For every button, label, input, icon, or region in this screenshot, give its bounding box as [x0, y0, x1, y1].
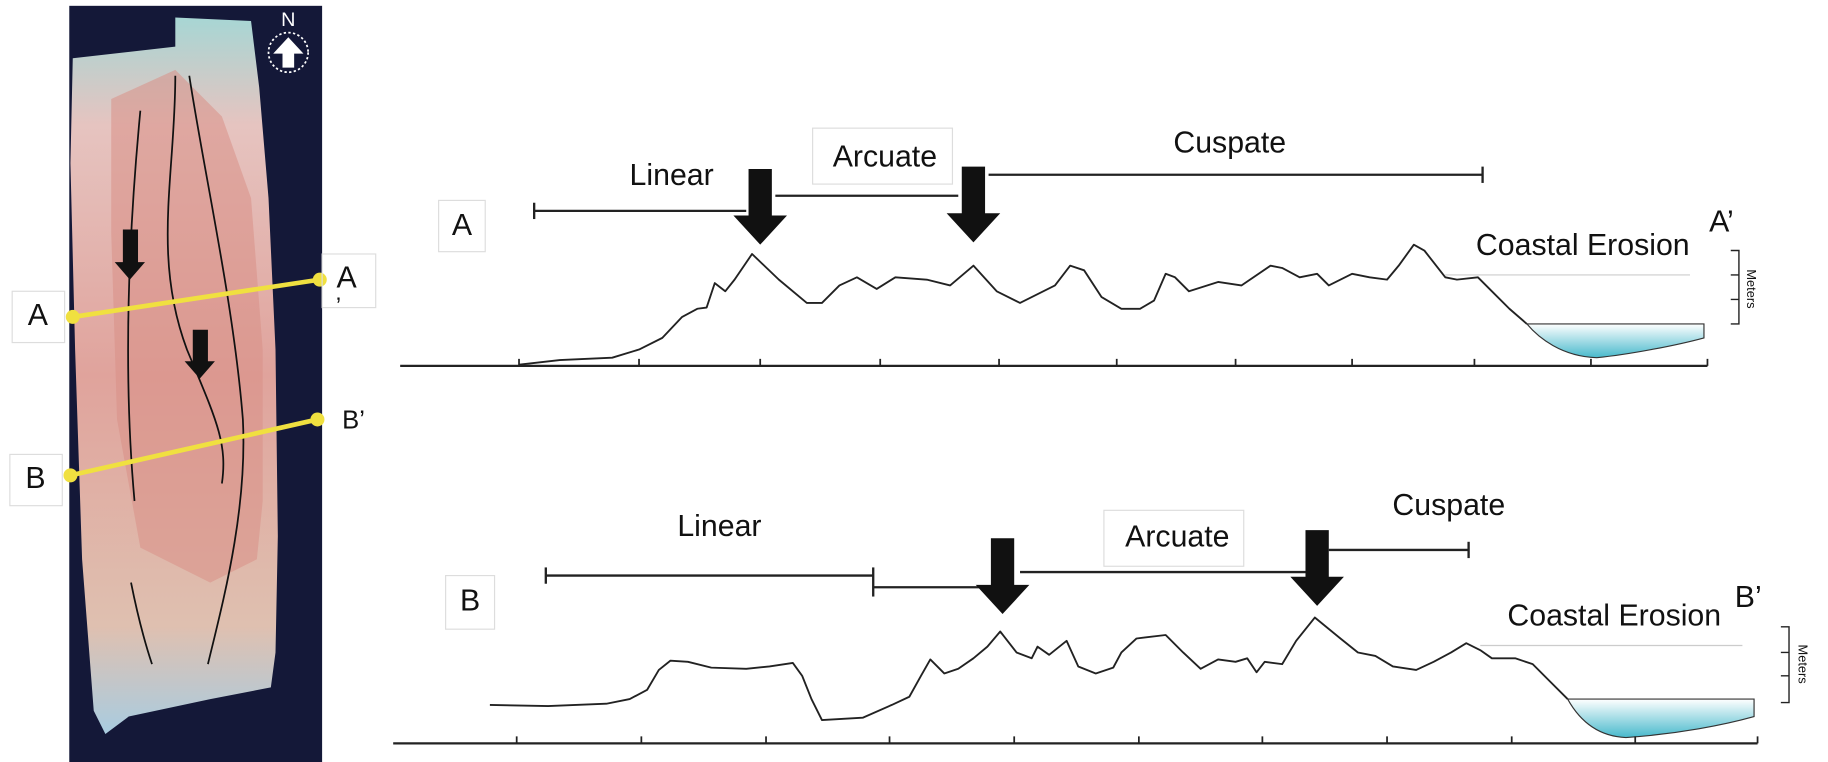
water	[1568, 699, 1754, 737]
zone-label: Linear	[630, 159, 714, 192]
unit-label: Meters	[1744, 269, 1759, 308]
section-label: B	[25, 462, 45, 495]
zone-label: Arcuate	[833, 140, 937, 173]
end-label: B’	[1735, 581, 1762, 614]
section-end	[66, 310, 80, 324]
section-end	[313, 273, 327, 287]
water	[1527, 324, 1704, 358]
arrow	[947, 167, 1001, 243]
north-label: N	[281, 9, 295, 31]
zone-label: Cuspate	[1173, 126, 1286, 159]
arrow	[1290, 530, 1344, 606]
section-label: A	[28, 299, 49, 332]
map: N A A ’ B’ B	[10, 6, 376, 762]
zone-label: Arcuate	[1125, 520, 1229, 553]
profile: B Linear Arcuate Cuspate Coastal Erosion…	[393, 489, 1810, 744]
end-label: A’	[1709, 206, 1734, 239]
figure: N A A ’ B’ B A Linear Arcuate Cuspate Co…	[0, 0, 1828, 762]
elevation-profile	[490, 618, 1568, 721]
section-label: ’	[336, 293, 341, 319]
section-label: B’	[342, 407, 365, 435]
erosion-label: Coastal Erosion	[1476, 229, 1690, 262]
section-label: A	[336, 262, 357, 295]
erosion-label: Coastal Erosion	[1507, 600, 1721, 633]
arrow	[733, 169, 787, 245]
section-end	[63, 468, 77, 482]
unit-label: Meters	[1795, 645, 1810, 684]
profile-label: B	[460, 584, 480, 617]
profile: A Linear Arcuate Cuspate Coastal Erosion…	[400, 126, 1759, 365]
zone-label: Linear	[677, 510, 761, 543]
zone-label: Cuspate	[1392, 489, 1505, 522]
profile-label: A	[452, 209, 473, 242]
elevation-profile	[519, 245, 1527, 365]
section-end	[310, 412, 324, 426]
arrow	[976, 538, 1030, 614]
